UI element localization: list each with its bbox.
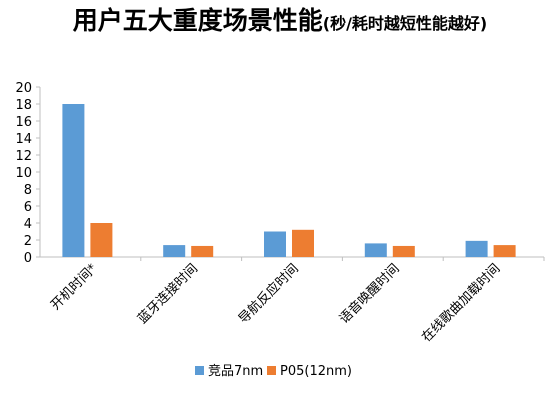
x-tick-label: 语音唤醒时间 bbox=[336, 261, 402, 327]
y-tick-label: 16 bbox=[15, 115, 32, 130]
x-tick-label: 导航反应时间 bbox=[235, 261, 301, 327]
bar-series-2 bbox=[392, 245, 415, 257]
bar-series-2 bbox=[90, 223, 113, 257]
y-tick-label: 6 bbox=[24, 200, 32, 215]
x-tick-label: 在线歌曲加载时间 bbox=[419, 261, 503, 345]
bar-series-1 bbox=[62, 104, 85, 257]
y-tick-label: 4 bbox=[24, 217, 32, 232]
y-tick-label: 8 bbox=[24, 183, 32, 198]
chart-title: 用户五大重度场景性能(秒/耗时越短性能越好) bbox=[40, 6, 520, 39]
y-tick-label: 14 bbox=[15, 132, 32, 147]
y-tick-label: 10 bbox=[15, 166, 32, 181]
legend-swatch bbox=[267, 366, 276, 375]
legend-swatch bbox=[195, 366, 204, 375]
x-tick-label: 开机时间* bbox=[48, 261, 100, 313]
chart-subtitle: (秒/耗时越短性能越好) bbox=[322, 14, 488, 33]
bar-series-2 bbox=[191, 245, 214, 257]
bar-series-1 bbox=[465, 240, 488, 257]
bar-series-1 bbox=[163, 245, 186, 257]
chart-title-main: 用户五大重度场景性能 bbox=[72, 6, 323, 35]
bar-series-2 bbox=[493, 245, 516, 257]
y-tick-label: 20 bbox=[15, 81, 32, 96]
legend-label: P05(12nm) bbox=[280, 364, 352, 379]
bar-series-1 bbox=[264, 231, 286, 257]
x-tick-label: 蓝牙连接时间 bbox=[135, 261, 201, 327]
bar-series-1 bbox=[364, 243, 387, 257]
y-tick-label: 0 bbox=[24, 251, 32, 266]
y-tick-label: 18 bbox=[15, 98, 32, 113]
y-tick-label: 2 bbox=[24, 234, 32, 249]
legend-label: 竞品7nm bbox=[208, 363, 263, 379]
y-tick-label: 12 bbox=[15, 149, 32, 164]
bar-series-2 bbox=[292, 229, 314, 257]
